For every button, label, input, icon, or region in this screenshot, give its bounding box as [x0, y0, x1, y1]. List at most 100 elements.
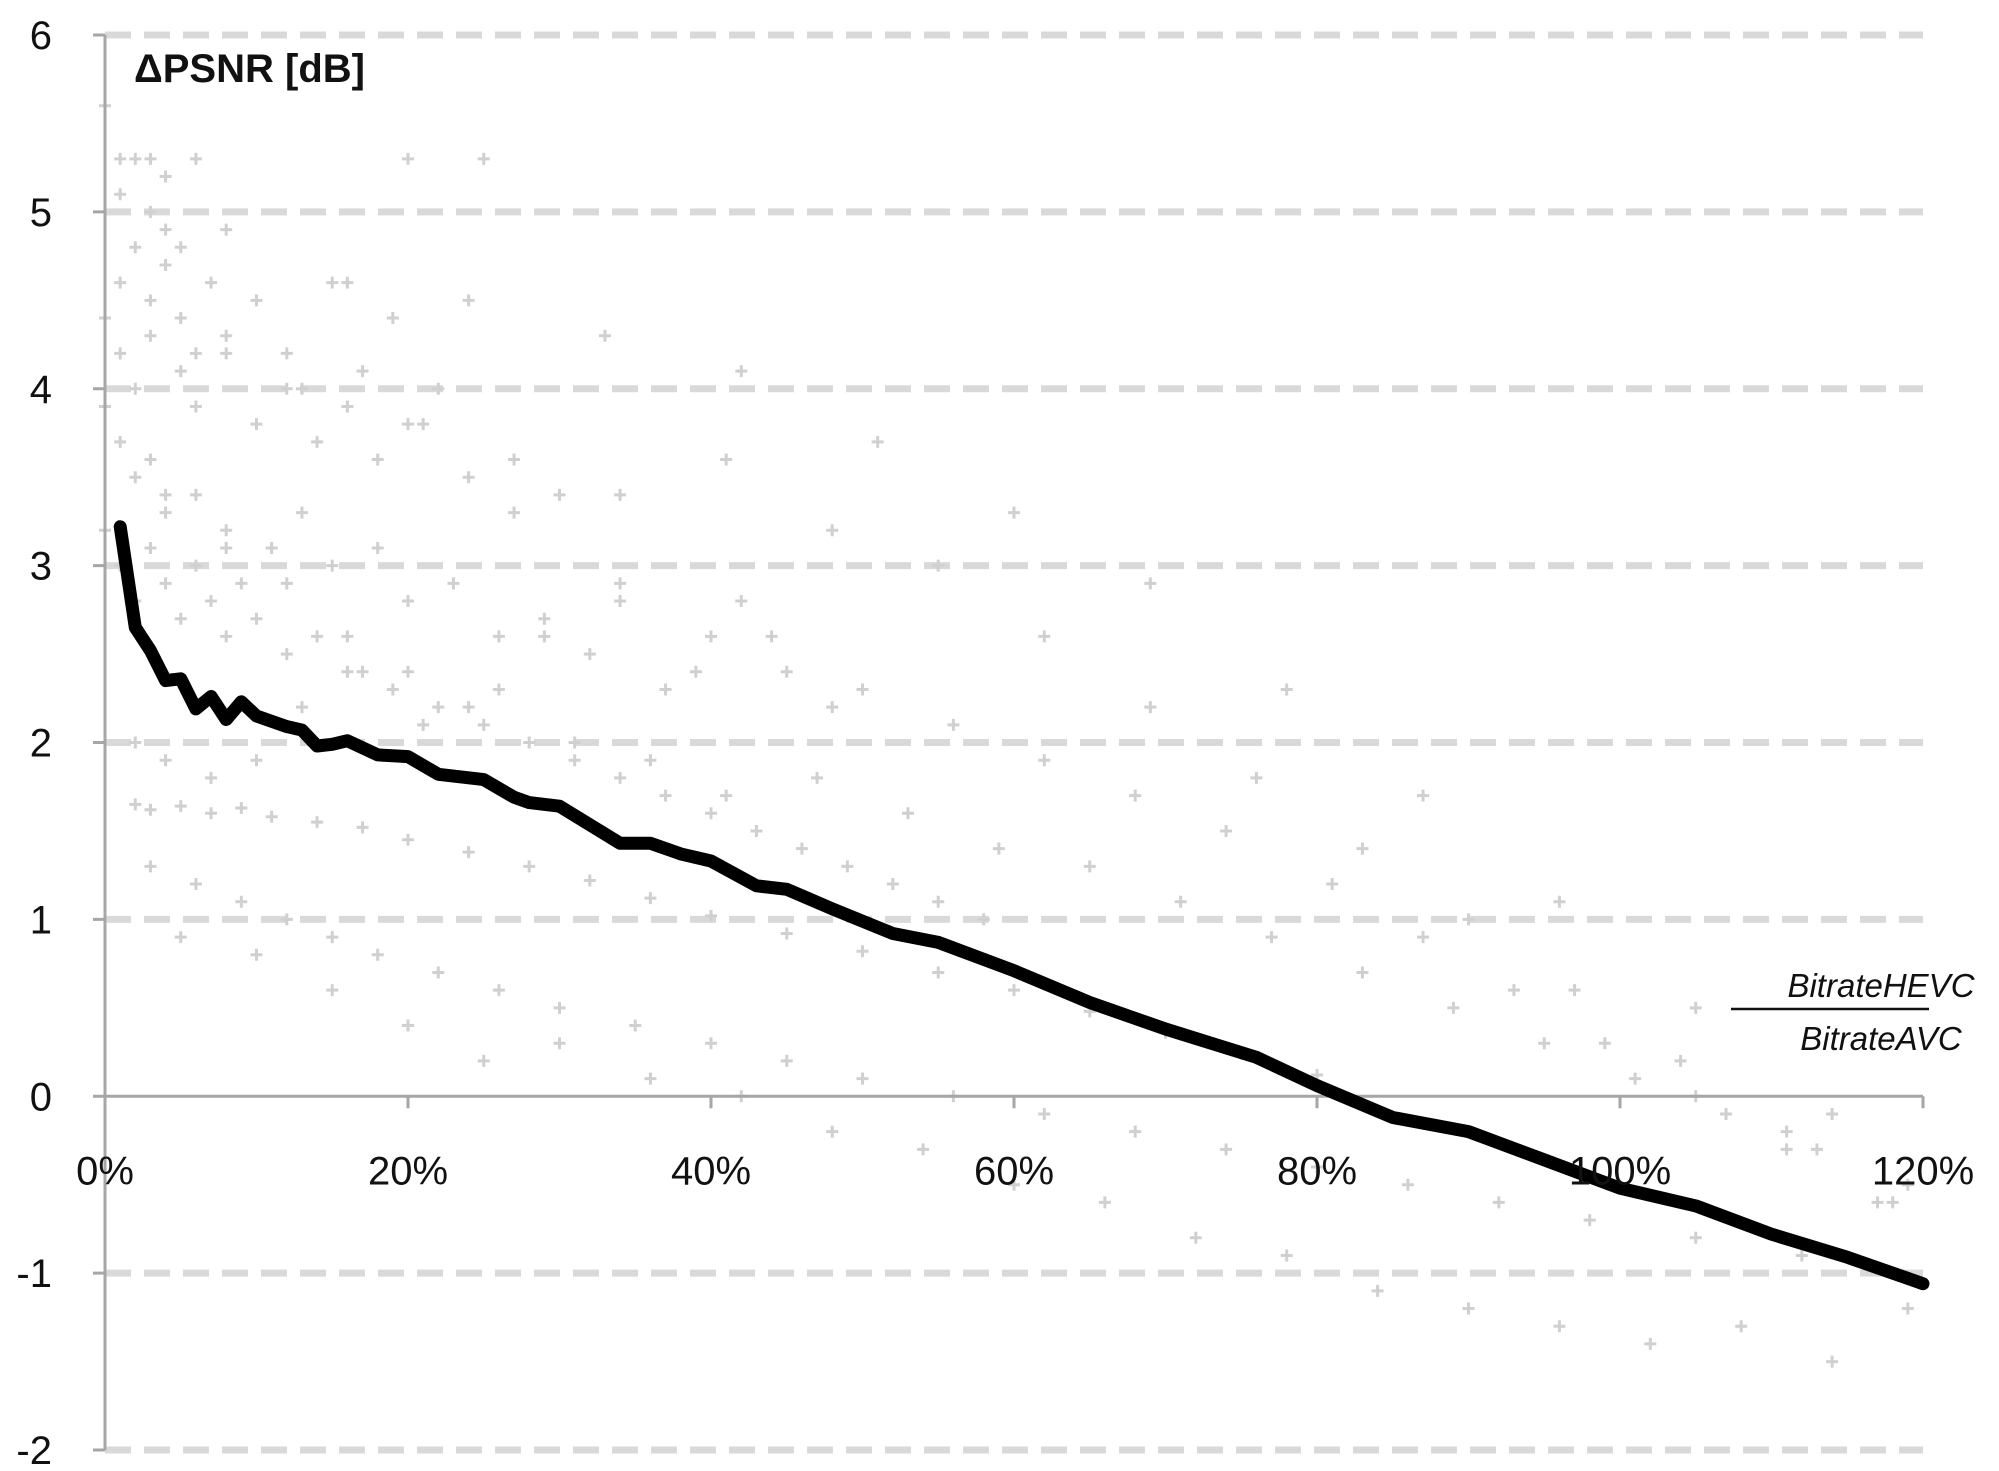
trend-line-point: [513, 796, 515, 798]
scatter-point: [720, 453, 733, 466]
scatter-point: [220, 630, 233, 643]
scatter-point: [1083, 860, 1096, 873]
x-tick-label: 120%: [1872, 1149, 1974, 1193]
scatter-point: [417, 718, 430, 731]
scatter-point: [553, 1001, 566, 1014]
scatter-point: [129, 241, 142, 254]
scatter-point: [341, 276, 354, 289]
scatter-point: [856, 683, 869, 696]
scatter-point: [144, 205, 157, 218]
scatter-point: [765, 630, 778, 643]
scatter-point: [492, 984, 505, 997]
trend-line-point: [210, 696, 212, 698]
trend-line-point: [680, 853, 682, 855]
scatter-point: [1220, 824, 1233, 837]
scatter-point: [402, 665, 414, 678]
scatter-point: [705, 630, 717, 643]
scatter-point: [371, 453, 384, 466]
scatter-point: [1356, 966, 1369, 979]
scatter-point: [114, 435, 127, 448]
scatter-point: [932, 559, 945, 572]
scatter-series: [99, 99, 1914, 1368]
scatter-point: [932, 895, 945, 908]
scatter-point: [280, 913, 293, 926]
scatter-point: [932, 966, 945, 979]
trend-line-point: [1255, 1056, 1257, 1058]
scatter-point: [508, 453, 521, 466]
scatter-point: [1356, 842, 1369, 855]
scatter-point: [250, 754, 263, 767]
scatter-point: [462, 701, 475, 714]
trend-line-point: [1089, 1002, 1091, 1004]
trend-line-point: [195, 708, 197, 710]
scatter-point: [1008, 984, 1020, 997]
scatter-point: [295, 506, 308, 519]
scatter-point: [386, 312, 399, 324]
y-tick-label: 1: [30, 898, 52, 942]
scatter-point: [417, 418, 430, 431]
scatter-point: [629, 1019, 642, 1032]
scatter-point: [871, 435, 884, 448]
scatter-point: [159, 754, 172, 767]
scatter-point: [1568, 984, 1581, 997]
scatter-point: [508, 506, 521, 519]
scatter-point: [220, 541, 233, 554]
scatter-point: [129, 471, 142, 484]
scatter-point: [659, 683, 672, 696]
scatter-point: [826, 1125, 839, 1138]
trend-line-point: [1846, 1256, 1848, 1258]
scatter-point: [583, 648, 596, 661]
trend-line-point: [240, 701, 242, 703]
scatter-point: [1280, 1249, 1293, 1262]
trend-line-point: [1210, 1042, 1212, 1044]
scatter-point: [1826, 1355, 1839, 1368]
scatter-point: [447, 577, 460, 590]
trend-line-point: [165, 680, 167, 682]
trend-line-point: [225, 719, 227, 721]
scatter-point: [356, 365, 369, 378]
scatter-point: [1553, 895, 1566, 908]
scatter-point: [1311, 1161, 1323, 1173]
scatter-point: [371, 948, 384, 961]
scatter-point: [553, 488, 566, 501]
scatter-point: [523, 736, 536, 749]
trend-line-point: [119, 526, 121, 528]
scatter-point: [129, 382, 142, 395]
x-axis-title-numerator: BitrateHEVC: [1787, 967, 1975, 1004]
scatter-point: [477, 152, 490, 165]
scatter-point: [402, 833, 414, 846]
scatter-point: [614, 488, 627, 501]
scatter-point: [205, 771, 218, 784]
scatter-point: [977, 913, 990, 926]
scatter-point: [205, 807, 218, 820]
scatter-point: [1598, 1037, 1611, 1050]
trend-line-point: [559, 805, 560, 807]
scatter-point: [689, 665, 702, 678]
trend-line-point: [786, 888, 788, 890]
x-tick-label: 0%: [76, 1149, 134, 1193]
scatter-point: [1129, 1125, 1142, 1138]
scatter-point: [174, 800, 187, 813]
scatter-point: [235, 801, 248, 814]
scatter-point: [159, 488, 172, 501]
scatter-point: [174, 931, 187, 944]
scatter-point: [644, 1072, 657, 1085]
scatter-point: [1507, 984, 1520, 997]
scatter-point: [1735, 1320, 1748, 1333]
scatter-point: [341, 630, 354, 643]
trend-line-point: [755, 885, 757, 887]
scatter-point: [1462, 1302, 1475, 1315]
scatter-point: [659, 789, 672, 802]
scatter-point: [856, 945, 869, 958]
scatter-point: [1144, 577, 1157, 590]
scatter-point: [311, 816, 324, 829]
trend-line-point: [710, 860, 712, 862]
scatter-point: [1189, 1231, 1202, 1244]
scatter-point: [462, 846, 475, 859]
scatter-point: [1629, 1072, 1642, 1085]
scatter-point: [1583, 1214, 1596, 1227]
scatter-point: [1038, 754, 1051, 767]
trend-line-point: [407, 756, 409, 758]
scatter-point: [432, 966, 445, 979]
